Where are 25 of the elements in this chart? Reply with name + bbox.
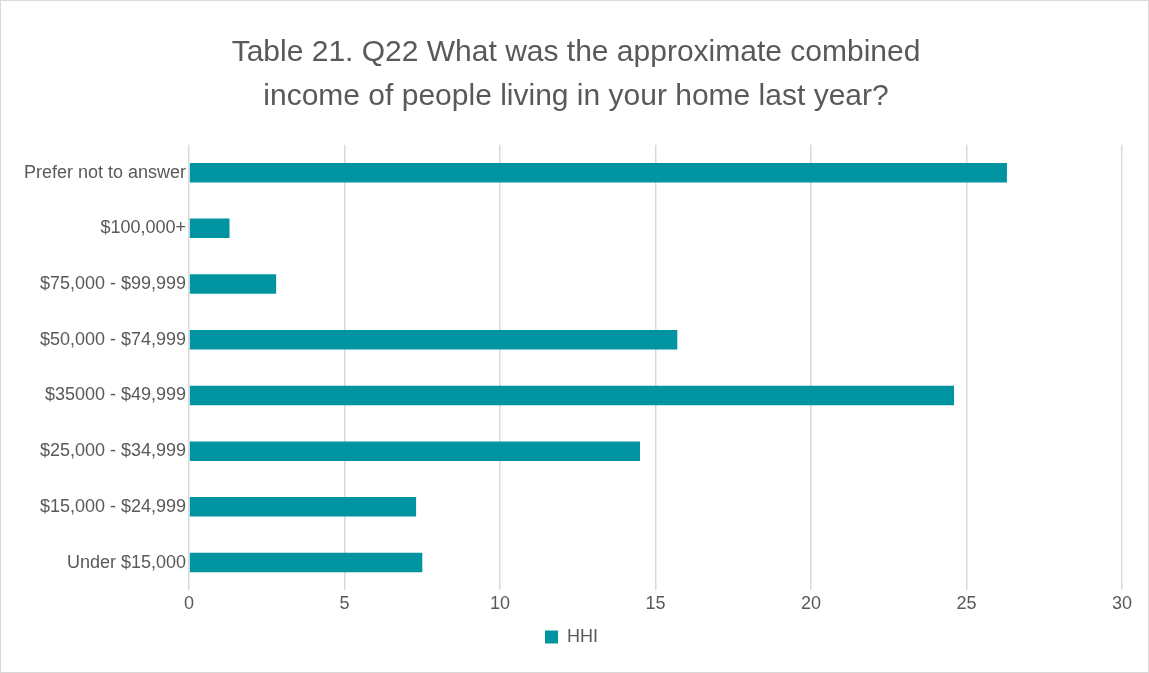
x-tick-label: 10 (490, 593, 511, 614)
x-tick-label: 0 (184, 593, 195, 614)
x-tick-label: 20 (801, 593, 822, 614)
x-tick-label: 30 (1111, 593, 1133, 614)
bar (189, 441, 640, 461)
x-tick-label: 25 (956, 593, 977, 614)
x-tick-label: 15 (645, 593, 666, 614)
y-tick-label: $50,000 - $74,999 (39, 328, 187, 349)
bar (189, 330, 678, 350)
bar (189, 274, 277, 294)
y-tick-label: $25,000 - $34,999 (39, 440, 187, 461)
y-tick-label: $35000 - $49,999 (44, 384, 187, 405)
bar (189, 162, 1007, 183)
bar (189, 218, 230, 239)
y-tick-label: $75,000 - $99,999 (39, 273, 187, 294)
chart-title: Table 21. Q22 What was the approximate combined income of people living in your home last year? (230, 33, 922, 113)
x-tick-label: 5 (339, 593, 350, 614)
bar (189, 552, 423, 573)
bar (189, 385, 955, 406)
y-tick-label: $100,000+ (100, 217, 187, 238)
legend-label: HHI (567, 625, 598, 646)
y-tick-label: $15,000 - $24,999 (39, 495, 187, 516)
y-tick-label: Prefer not to answer (23, 161, 187, 182)
bar (189, 497, 417, 517)
y-tick-label: Under $15,000 (66, 551, 187, 572)
